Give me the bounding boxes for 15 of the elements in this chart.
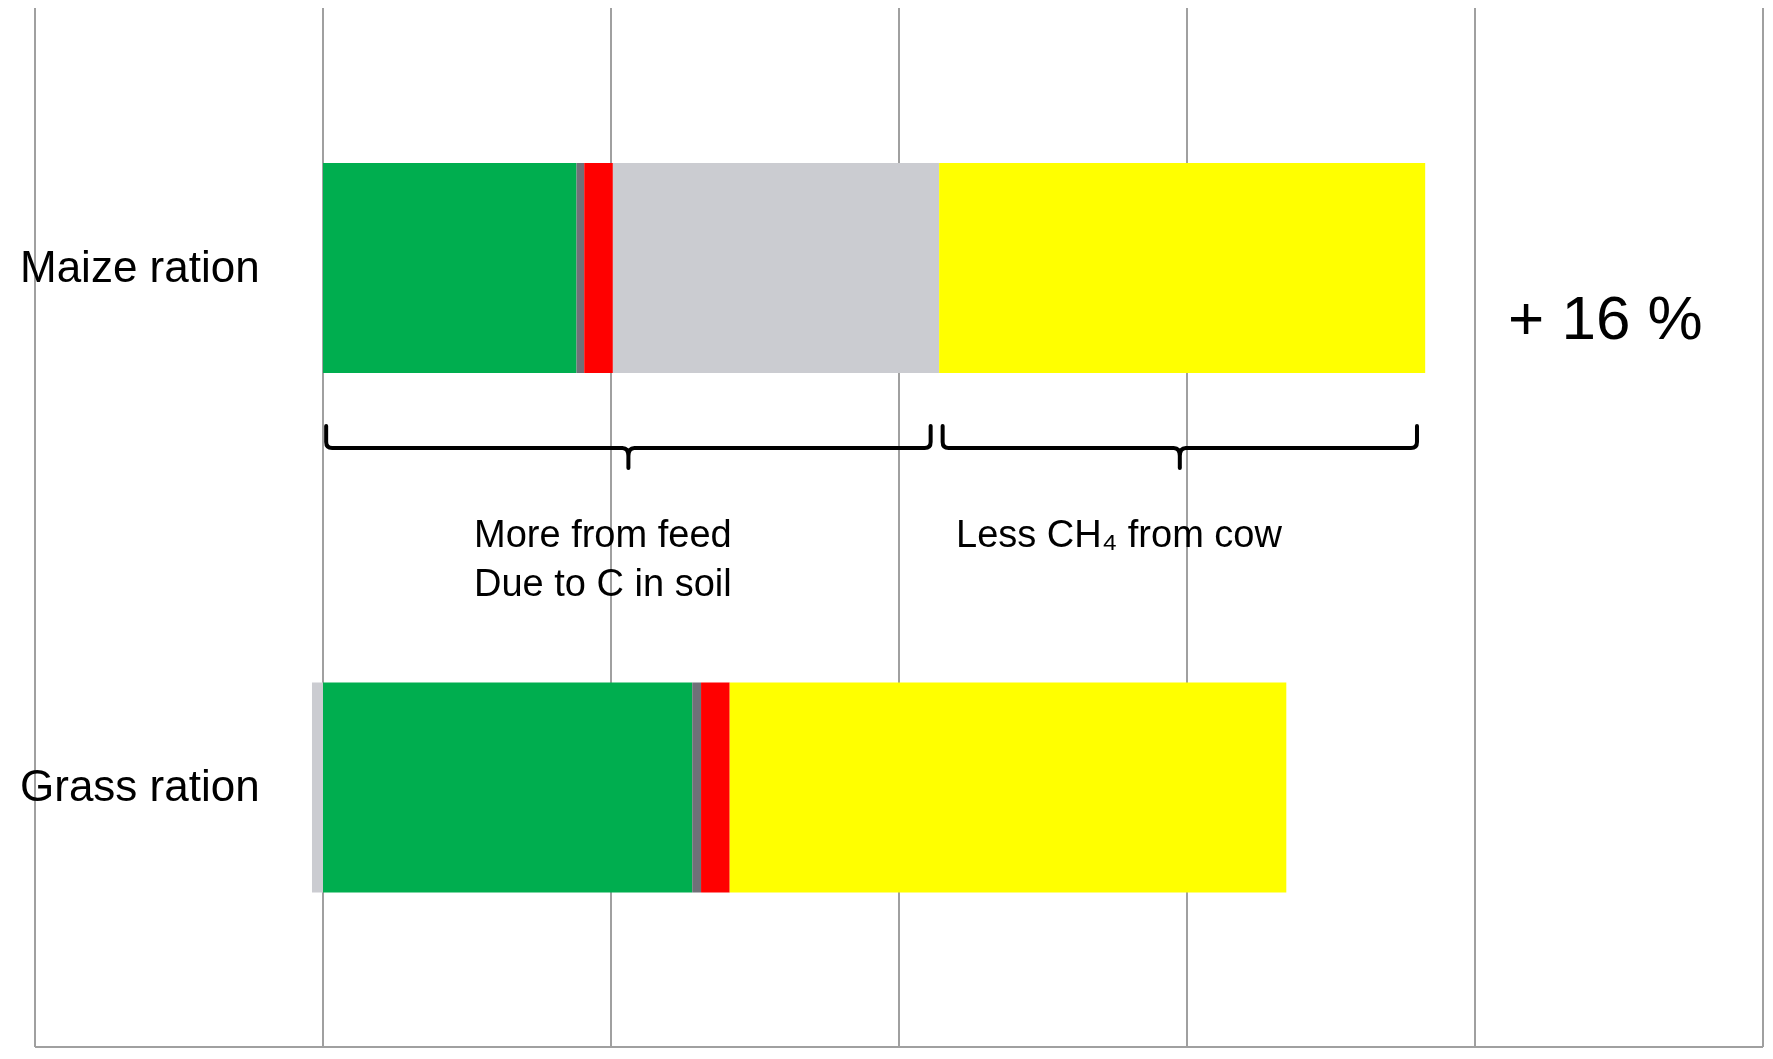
bar: [323, 682, 693, 893]
bar: [692, 682, 702, 893]
bar: [323, 163, 577, 373]
bar: [311, 682, 323, 893]
bar: [576, 163, 585, 373]
text: + 16 %: [1508, 282, 1703, 354]
bar: [729, 682, 1287, 893]
annotation: Less CH₄ from cow: [956, 512, 1282, 557]
y-tick-label: Maize ration: [20, 241, 260, 291]
bar: [701, 682, 730, 893]
bar: [584, 163, 613, 373]
annotation: More from feed Due to C in soil: [474, 512, 732, 607]
y-tick-label: Grass ration: [20, 761, 260, 811]
bar: [939, 163, 1426, 373]
bar: [612, 163, 940, 373]
